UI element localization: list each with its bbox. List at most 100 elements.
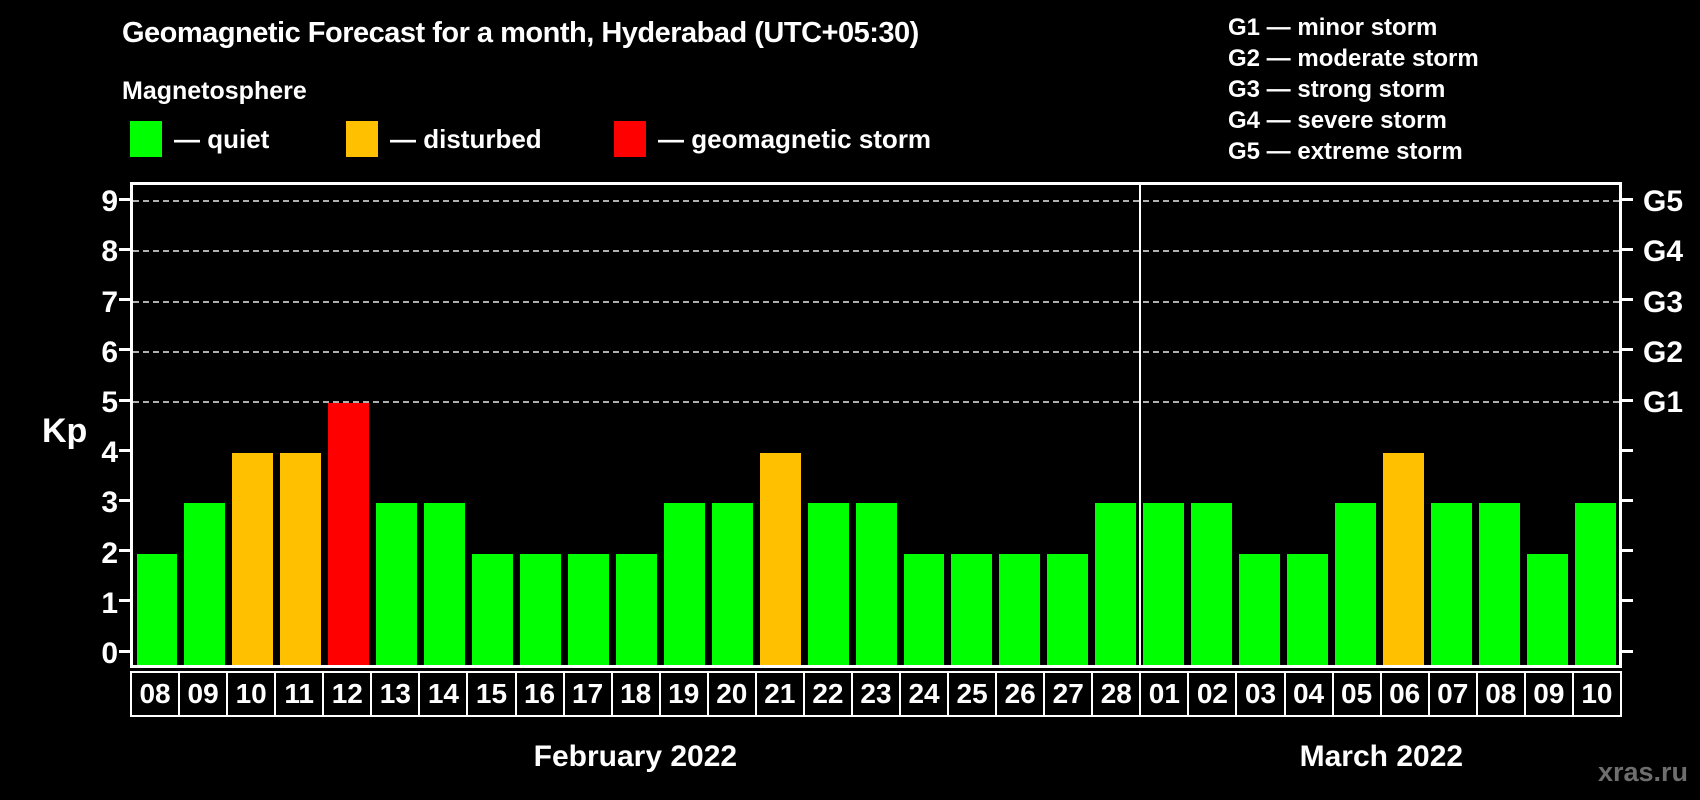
legend-quiet-label: — quiet (174, 123, 270, 154)
kp-bar-18 (615, 553, 657, 665)
day-cell: 04 (1283, 671, 1334, 717)
bar-slot (181, 185, 229, 665)
y-tick-label-4: 4 (101, 436, 118, 470)
bar-slot (1427, 185, 1475, 665)
bar-slot (1188, 185, 1236, 665)
storm-color-swatch (614, 121, 646, 157)
bar-slot (564, 185, 612, 665)
day-cell: 23 (850, 671, 901, 717)
y-tick-label-0: 0 (101, 637, 118, 670)
kp-bar-10 (1574, 503, 1616, 665)
g-tick-label-G2: G2 (1643, 335, 1684, 369)
left-tick-kp8 (119, 247, 130, 251)
bar-slot (900, 185, 948, 665)
left-tick-kp2 (119, 549, 130, 553)
bar-slot (1284, 185, 1332, 665)
bars-layer (133, 185, 1619, 665)
bar-slot (1475, 185, 1523, 665)
watermark: xras.ru (1597, 757, 1688, 787)
kp-bar-09 (184, 503, 226, 665)
day-cell: 10 (226, 671, 277, 717)
right-tick-kp8 (1622, 247, 1633, 251)
bar-slot (1571, 185, 1619, 665)
day-cell: 19 (658, 671, 709, 717)
g-legend-row: G4 — severe storm (1228, 107, 1447, 134)
day-cell: 02 (1187, 671, 1238, 717)
day-cell: 03 (1235, 671, 1286, 717)
bar-slot (1140, 185, 1188, 665)
bar-slot (1379, 185, 1427, 665)
day-cell: 25 (947, 671, 998, 717)
day-cell: 13 (370, 671, 421, 717)
g-scale-legend: G1 — minor storm G2 — moderate storm G3 — … (1228, 12, 1479, 167)
bar-slot (996, 185, 1044, 665)
kp-bar-17 (567, 553, 609, 665)
day-cell: 27 (1043, 671, 1094, 717)
magnetosphere-label: Magnetosphere (122, 77, 307, 105)
left-tick-kp9 (119, 197, 130, 201)
g-axis-tick-labels: G1 G2 G3 G4 G5 (1637, 185, 1700, 665)
bar-slot (1044, 185, 1092, 665)
bar-slot (1236, 185, 1284, 665)
day-cell: 08 (130, 671, 181, 717)
left-tick-kp1 (119, 599, 130, 603)
day-cell: 10 (1571, 671, 1622, 717)
kp-bar-04 (1287, 553, 1328, 665)
bar-slot (660, 185, 708, 665)
right-tick-kp2 (1622, 549, 1633, 553)
left-tick-kp3 (119, 498, 130, 502)
day-cell: 28 (1091, 671, 1142, 717)
day-cell: 07 (1427, 671, 1478, 717)
day-cell: 17 (562, 671, 613, 717)
gridline-kp7 (133, 300, 1619, 303)
g-tick-label-G5: G5 (1643, 185, 1684, 219)
y-tick-label-9: 9 (101, 185, 118, 219)
g-legend-row: G2 — moderate storm (1228, 45, 1479, 72)
kp-bar-23 (855, 503, 897, 665)
legend-item-disturbed: — disturbed (346, 121, 542, 157)
kp-bar-21 (759, 453, 801, 665)
bar-slot (133, 185, 181, 665)
kp-bar-24 (903, 553, 945, 665)
g-legend-row: G1 — minor storm (1228, 14, 1438, 41)
left-tick-kp5 (119, 398, 130, 402)
y-tick-label-6: 6 (101, 335, 118, 369)
gridline-kp6 (133, 350, 1619, 353)
month-label: March 2022 (1299, 740, 1464, 773)
day-cell: 26 (995, 671, 1046, 717)
left-tick-kp4 (119, 448, 130, 452)
bar-slot (1523, 185, 1571, 665)
y-tick-label-1: 1 (101, 586, 118, 620)
day-cell: 22 (802, 671, 853, 717)
day-cell: 05 (1331, 671, 1382, 717)
y-tick-label-5: 5 (101, 386, 118, 419)
gridline-kp9 (133, 200, 1619, 203)
y-tick-label-7: 7 (101, 285, 118, 319)
bar-slot (852, 185, 900, 665)
day-cell: 06 (1379, 671, 1430, 717)
right-tick-kp6 (1622, 348, 1633, 352)
legend-disturbed-label: — disturbed (390, 123, 542, 154)
y-tick-label-3: 3 (101, 486, 118, 520)
kp-bar-11 (280, 453, 322, 665)
x-axis-day-labels: 08 09 10 11 12 13 14 15 16 17 18 19 20 21 22 23 24 25 26 27… (130, 671, 1622, 717)
bar-slot (421, 185, 469, 665)
bar-slot (277, 185, 325, 665)
kp-bar-06 (1382, 453, 1424, 665)
kp-bar-20 (711, 503, 753, 665)
day-cell: 16 (514, 671, 565, 717)
kp-bar-05 (1334, 503, 1376, 665)
bar-slot (325, 185, 373, 665)
bar-slot (517, 185, 565, 665)
right-tick-kp3 (1622, 498, 1633, 502)
day-cell: 01 (1139, 671, 1190, 717)
bar-slot (1092, 185, 1140, 665)
page-title: Geomagnetic Forecast for a month, Hydera… (122, 17, 919, 49)
day-cell: 20 (706, 671, 757, 717)
gridline-kp8 (133, 250, 1619, 253)
kp-bar-16 (520, 553, 561, 665)
kp-bar-12 (328, 403, 370, 665)
day-cell: 18 (610, 671, 661, 717)
bar-slot (804, 185, 852, 665)
